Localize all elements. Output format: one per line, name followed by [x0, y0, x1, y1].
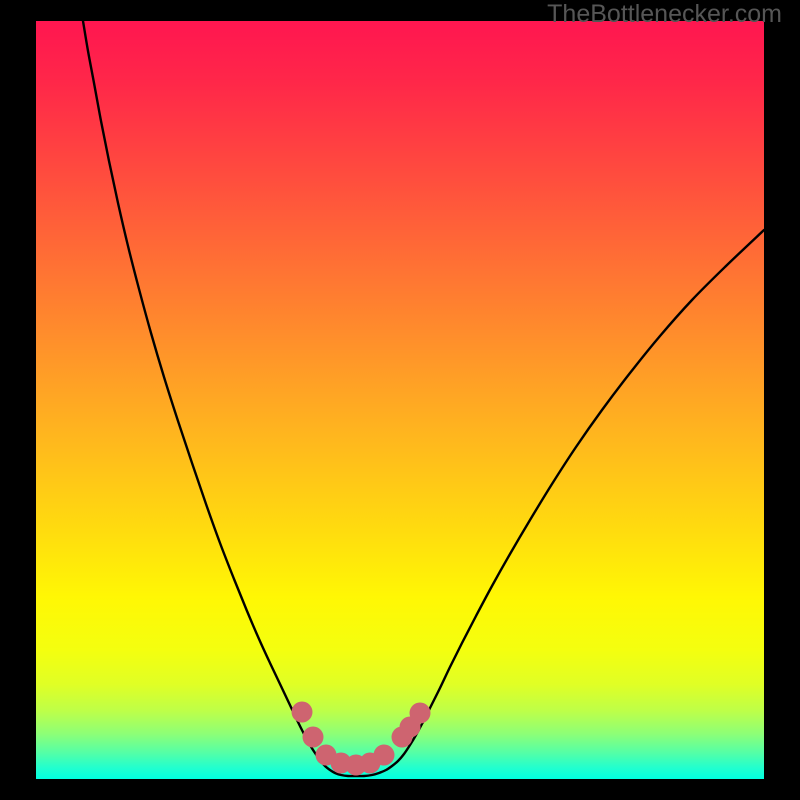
curve-marker: [410, 703, 431, 724]
chart-frame: [36, 21, 764, 779]
curve-marker: [292, 702, 313, 723]
bottleneck-chart: [36, 21, 764, 779]
gradient-background: [36, 21, 764, 779]
curve-marker: [374, 745, 395, 766]
curve-marker: [303, 727, 324, 748]
watermark-text: TheBottlenecker.com: [547, 0, 782, 29]
